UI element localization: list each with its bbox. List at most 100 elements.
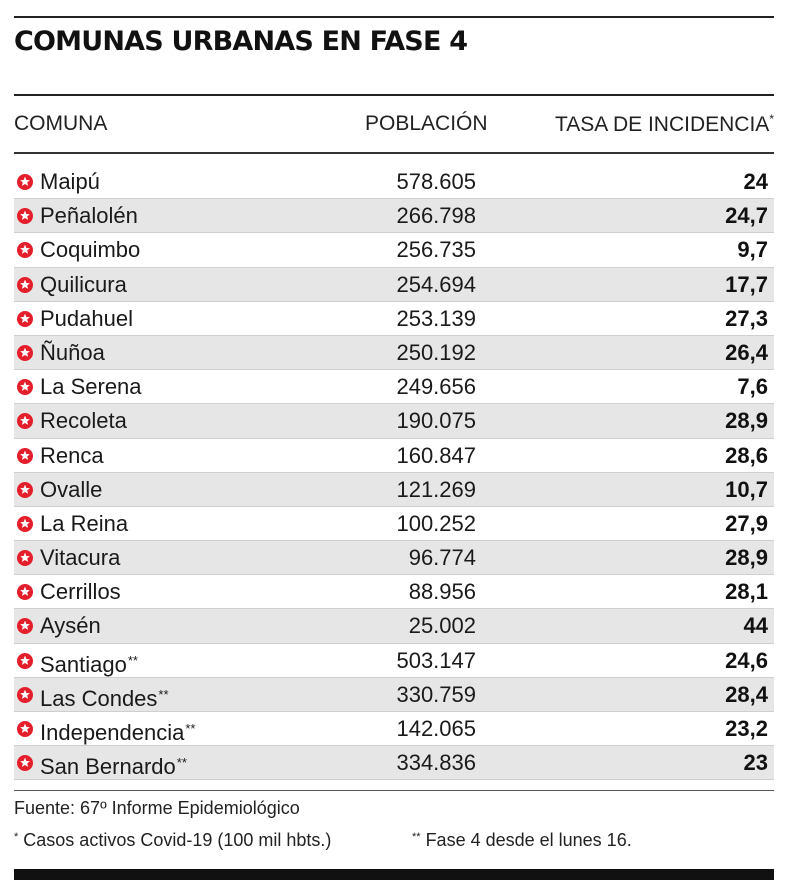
tasa-value: 27,3 bbox=[725, 305, 768, 331]
tasa-value: 28,4 bbox=[725, 681, 768, 707]
comuna-name-text: Quilicura bbox=[40, 271, 127, 297]
comuna-name: Peñalolén bbox=[40, 199, 138, 233]
star-in-red-circle-icon bbox=[17, 686, 33, 703]
poblacion-value: 96.774 bbox=[408, 545, 476, 571]
table-row: Cerrillos 88.956 28,1 bbox=[14, 575, 774, 610]
table-row: Vitacura 96.774 28,9 bbox=[14, 541, 774, 576]
poblacion-value: 503.147 bbox=[396, 647, 476, 673]
footnote-asterisk-mark: * bbox=[14, 831, 19, 843]
comuna-name: Maipú bbox=[40, 165, 100, 199]
column-header-tasa-label: TASA DE INCIDENCIA bbox=[555, 113, 770, 136]
table-row: Independencia** 142.065 23,2 bbox=[14, 712, 774, 747]
tasa-value: 26,4 bbox=[725, 339, 768, 365]
comuna-name-text: Independencia bbox=[40, 720, 185, 745]
comuna-name: La Reina bbox=[40, 507, 128, 541]
tasa-value: 23 bbox=[743, 750, 768, 776]
tasa-value: 28,9 bbox=[725, 545, 768, 571]
fase-mark: ** bbox=[176, 755, 187, 771]
comuna-name-text: Coquimbo bbox=[40, 237, 141, 263]
chart-title: COMUNAS URBANAS EN FASE 4 bbox=[14, 26, 468, 57]
table-row: Ovalle 121.269 10,7 bbox=[14, 472, 774, 507]
top-rule bbox=[14, 16, 774, 18]
poblacion-value: 160.847 bbox=[396, 442, 476, 468]
star-in-red-circle-icon bbox=[17, 242, 33, 259]
table-row: Renca 160.847 28,6 bbox=[14, 439, 774, 473]
comuna-name-text: San Bernardo bbox=[40, 754, 176, 780]
comuna-name-text: La Reina bbox=[40, 510, 129, 536]
column-header-tasa-mark: * bbox=[769, 112, 774, 126]
star-in-red-circle-icon bbox=[17, 618, 33, 635]
table-body: Maipú 578.605 24 Peñalolén 266.798 24,7 Coquim… bbox=[14, 165, 774, 781]
tasa-value: 10,7 bbox=[725, 476, 768, 502]
table-row: La Serena 249.656 7,6 bbox=[14, 370, 774, 405]
comuna-name-text: La Serena bbox=[40, 374, 142, 400]
star-in-red-circle-icon bbox=[17, 652, 33, 669]
comuna-name-text: Las Condes bbox=[40, 685, 158, 711]
tasa-value: 44 bbox=[743, 613, 768, 639]
table-row: Maipú 578.605 24 bbox=[14, 165, 774, 200]
star-in-red-circle-icon bbox=[17, 208, 33, 225]
star-in-red-circle-icon bbox=[17, 413, 33, 430]
fase-mark: ** bbox=[127, 652, 138, 668]
poblacion-value: 253.139 bbox=[396, 305, 476, 331]
comuna-name: Las Condes** bbox=[40, 678, 169, 716]
comuna-name: Cerrillos bbox=[40, 575, 121, 609]
poblacion-value: 88.956 bbox=[408, 579, 476, 605]
comuna-name-text: Ovalle bbox=[40, 476, 103, 502]
comuna-name-text: Cerrillos bbox=[40, 579, 121, 605]
comuna-name: Aysén bbox=[40, 609, 101, 643]
footnote-asterisk: * Casos activos Covid-19 (100 mil hbts.) bbox=[14, 830, 331, 851]
fase-mark: ** bbox=[185, 721, 196, 736]
tasa-value: 24,7 bbox=[725, 203, 768, 229]
table-row: Aysén 25.002 44 bbox=[14, 609, 774, 644]
tasa-value: 23,2 bbox=[725, 716, 768, 741]
fase-mark: ** bbox=[158, 686, 169, 702]
comuna-name: San Bernardo** bbox=[40, 746, 187, 784]
table-row: Peñalolén 266.798 24,7 bbox=[14, 199, 774, 234]
table-header: COMUNA POBLACIÓN TASA DE INCIDENCIA* bbox=[14, 112, 774, 142]
poblacion-value: 190.075 bbox=[396, 408, 476, 434]
poblacion-value: 330.759 bbox=[396, 681, 476, 707]
header-rule bbox=[14, 94, 774, 96]
tasa-value: 9,7 bbox=[737, 237, 768, 263]
comuna-name: Quilicura bbox=[40, 268, 127, 302]
poblacion-value: 256.735 bbox=[396, 237, 476, 263]
comuna-name-text: Santiago bbox=[40, 651, 127, 677]
table-infographic: COMUNAS URBANAS EN FASE 4 COMUNA POBLACI… bbox=[14, 0, 774, 880]
comuna-name: Renca bbox=[40, 439, 104, 473]
table-row: Ñuñoa 250.192 26,4 bbox=[14, 335, 774, 371]
poblacion-value: 250.192 bbox=[396, 339, 476, 365]
comuna-name: Ovalle bbox=[40, 473, 102, 507]
star-in-red-circle-icon bbox=[17, 481, 33, 498]
star-in-red-circle-icon bbox=[17, 310, 33, 327]
footer-rule bbox=[14, 790, 774, 791]
tasa-value: 28,9 bbox=[725, 408, 768, 434]
poblacion-value: 254.694 bbox=[396, 271, 476, 297]
tasa-value: 24,6 bbox=[725, 647, 768, 673]
source-note: Fuente: 67º Informe Epidemiológico bbox=[14, 798, 300, 818]
tasa-value: 7,6 bbox=[737, 374, 768, 400]
comuna-name: Ñuñoa bbox=[40, 336, 105, 370]
tasa-value: 28,6 bbox=[725, 442, 768, 468]
comuna-name: Vitacura bbox=[40, 541, 120, 575]
comuna-name: Independencia** bbox=[40, 712, 195, 750]
table-row: La Reina 100.252 27,9 bbox=[14, 507, 774, 542]
footnote-double-asterisk-text: Fase 4 desde el lunes 16. bbox=[420, 830, 632, 850]
comuna-name-text: Pudahuel bbox=[40, 305, 133, 331]
comuna-name: Coquimbo bbox=[40, 233, 140, 267]
star-in-red-circle-icon bbox=[17, 515, 33, 532]
comuna-name-text: Ñuñoa bbox=[40, 339, 105, 365]
comuna-name: Santiago** bbox=[40, 644, 138, 682]
poblacion-value: 121.269 bbox=[396, 476, 476, 502]
table-row: Recoleta 190.075 28,9 bbox=[14, 404, 774, 439]
poblacion-value: 25.002 bbox=[408, 613, 476, 639]
comuna-name-text: Renca bbox=[40, 442, 104, 468]
tasa-value: 28,1 bbox=[725, 579, 768, 605]
column-header-comuna: COMUNA bbox=[14, 112, 108, 135]
star-in-red-circle-icon bbox=[17, 755, 33, 772]
comuna-name: La Serena bbox=[40, 370, 142, 404]
star-in-red-circle-icon bbox=[17, 584, 33, 601]
column-header-tasa: TASA DE INCIDENCIA* bbox=[555, 112, 774, 137]
comuna-name: Pudahuel bbox=[40, 302, 133, 336]
comuna-name-text: Recoleta bbox=[40, 408, 127, 434]
